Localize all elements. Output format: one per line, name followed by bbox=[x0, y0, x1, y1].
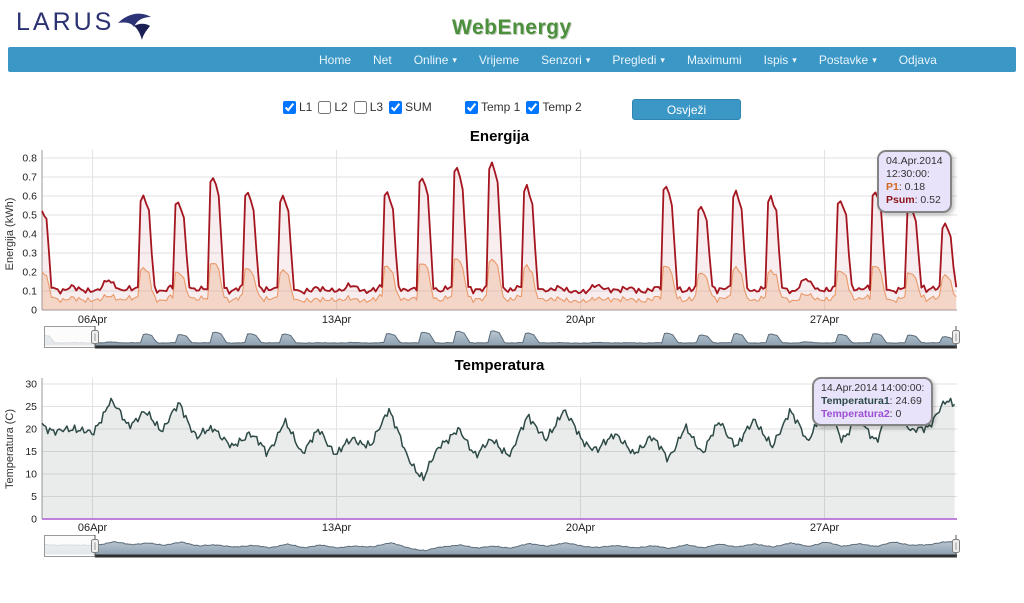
svg-text:30: 30 bbox=[25, 379, 37, 391]
svg-text:27Apr: 27Apr bbox=[810, 314, 840, 326]
svg-text:0: 0 bbox=[31, 514, 37, 526]
nav-item-odjava[interactable]: Odjava bbox=[895, 53, 941, 67]
logo-text: LARUS bbox=[16, 8, 115, 36]
nav-item-label: Pregledi bbox=[612, 52, 657, 67]
svg-text:0.7: 0.7 bbox=[22, 172, 37, 184]
nav-item-ispis[interactable]: Ispis ▾ bbox=[760, 53, 801, 67]
svg-text:0.1: 0.1 bbox=[22, 286, 37, 298]
nav-item-label: Home bbox=[319, 52, 352, 67]
chevron-down-icon: ▾ bbox=[452, 54, 457, 65]
nav-item-maximumi[interactable]: Maximumi bbox=[683, 53, 746, 67]
nav-item-postavke[interactable]: Postavke ▾ bbox=[815, 53, 881, 67]
nav-item-label: Senzori bbox=[541, 52, 582, 67]
chevron-down-icon: ▾ bbox=[792, 54, 797, 65]
svg-text:13Apr: 13Apr bbox=[322, 522, 352, 534]
energy-chart-title: Energija bbox=[469, 128, 530, 145]
temp-series-toggles: Temp 1 Temp 2 bbox=[465, 100, 588, 114]
tooltip-rows: Temperatura1: 24.69 Temperatura2: 0 bbox=[821, 395, 924, 421]
svg-text:13Apr: 13Apr bbox=[322, 314, 352, 326]
checkbox-temp1[interactable]: Temp 1 bbox=[465, 100, 520, 114]
tooltip-time: 12:30:00: bbox=[886, 168, 930, 181]
temperature-tooltip: 14.Apr.2014 14:00:00: Temperatura1: 24.6… bbox=[812, 377, 934, 427]
checkbox-l2[interactable]: L2 bbox=[318, 100, 348, 114]
svg-text:0.2: 0.2 bbox=[22, 267, 37, 279]
tooltip-row-temperatura2: Temperatura2: 0 bbox=[821, 408, 902, 421]
nav-item-online[interactable]: Online ▾ bbox=[410, 53, 461, 67]
checkbox-input-temp2[interactable] bbox=[526, 100, 540, 114]
chevron-down-icon: ▾ bbox=[585, 54, 591, 65]
svg-text:06Apr: 06Apr bbox=[78, 314, 108, 326]
svg-text:25: 25 bbox=[25, 401, 37, 413]
nav-item-label: Online bbox=[413, 52, 449, 67]
checkbox-sum[interactable]: SUM bbox=[389, 100, 432, 114]
svg-text:27Apr: 27Apr bbox=[810, 522, 840, 534]
nav-item-label: Maximumi bbox=[686, 52, 742, 67]
app-title: WebEnergy bbox=[452, 16, 572, 39]
energy-series-toggles: L1 L2 L3 SUM bbox=[283, 100, 438, 114]
energy-range-selector[interactable] bbox=[40, 326, 964, 349]
chevron-down-icon: ▾ bbox=[872, 54, 877, 65]
tooltip-date: 04.Apr.2014 bbox=[886, 155, 943, 167]
larus-bird-icon bbox=[118, 13, 152, 40]
checkbox-input-l3[interactable] bbox=[353, 100, 367, 114]
tooltip-date: 14.Apr.2014 14:00:00: bbox=[821, 382, 925, 394]
temperature-range-selector[interactable] bbox=[40, 535, 964, 558]
nav-item-label: Odjava bbox=[898, 52, 937, 67]
checkbox-input-l1[interactable] bbox=[283, 100, 296, 114]
navbar: Home Net Online ▾ Vrijeme Senzori ▾ Pregledi ▾ Ma… bbox=[8, 47, 1016, 72]
nav-item-label: Ispis bbox=[763, 52, 789, 67]
nav-item-label: Postavke bbox=[818, 52, 869, 67]
tooltip-row-temperatura1: Temperatura1: 24.69 bbox=[821, 395, 922, 408]
svg-text:0.4: 0.4 bbox=[22, 229, 37, 241]
nav-item-home[interactable]: Home bbox=[315, 53, 355, 67]
tooltip-rows: P1: 0.18 Psum: 0.52 bbox=[886, 181, 943, 207]
checkbox-l1[interactable]: L1 bbox=[283, 100, 312, 114]
svg-text:0.8: 0.8 bbox=[22, 153, 37, 165]
svg-text:5: 5 bbox=[31, 491, 37, 503]
nav-item-vrijeme[interactable]: Vrijeme bbox=[475, 53, 523, 67]
nav-item-label: Vrijeme bbox=[478, 52, 520, 67]
svg-text:0: 0 bbox=[31, 305, 37, 317]
tooltip-row-psum: Psum: 0.52 bbox=[886, 194, 941, 207]
nav-item-pregledi[interactable]: Pregledi ▾ bbox=[608, 53, 669, 67]
temperature-chart-title: Temperatura bbox=[454, 357, 545, 374]
svg-text:20Apr: 20Apr bbox=[566, 314, 596, 326]
svg-text:10: 10 bbox=[25, 469, 37, 481]
svg-text:06Apr: 06Apr bbox=[78, 522, 108, 534]
checkbox-temp2[interactable]: Temp 2 bbox=[526, 100, 582, 114]
svg-text:20: 20 bbox=[25, 424, 37, 436]
nav-item-net[interactable]: Net bbox=[369, 53, 396, 67]
nav-item-list: Home Net Online ▾ Vrijeme Senzori ▾ Pregledi ▾ Ma… bbox=[308, 53, 948, 67]
tooltip-row-p1: P1: 0.18 bbox=[886, 181, 926, 194]
refresh-button[interactable]: Osvježi bbox=[632, 99, 741, 120]
nav-item-senzori[interactable]: Senzori ▾ bbox=[537, 53, 594, 67]
svg-text:15: 15 bbox=[25, 446, 37, 458]
temperature-chart[interactable]: 0 5 10 15 20 25 30 06Apr 13Apr 20Apr 27Apr bbox=[0, 374, 1024, 536]
svg-text:20Apr: 20Apr bbox=[566, 522, 596, 534]
energy-chart[interactable]: 0 0.1 0.2 0.3 0.4 0.5 0.6 0.7 0.8 06Apr 13Apr 20Apr… bbox=[0, 146, 1024, 328]
checkbox-input-l2[interactable] bbox=[318, 100, 332, 114]
nav-item-label: Net bbox=[373, 52, 392, 67]
svg-text:0.3: 0.3 bbox=[22, 248, 37, 260]
svg-text:0.6: 0.6 bbox=[22, 191, 37, 203]
checkbox-input-temp1[interactable] bbox=[465, 100, 478, 114]
svg-text:0.5: 0.5 bbox=[22, 210, 37, 222]
logo-larus[interactable]: LARUS bbox=[16, 8, 156, 41]
energy-tooltip: 04.Apr.2014 12:30:00: P1: 0.18 Psum: 0.52 bbox=[877, 150, 952, 213]
chevron-down-icon: ▾ bbox=[660, 54, 665, 65]
checkbox-l3[interactable]: L3 bbox=[353, 100, 383, 114]
checkbox-input-sum[interactable] bbox=[389, 100, 403, 114]
